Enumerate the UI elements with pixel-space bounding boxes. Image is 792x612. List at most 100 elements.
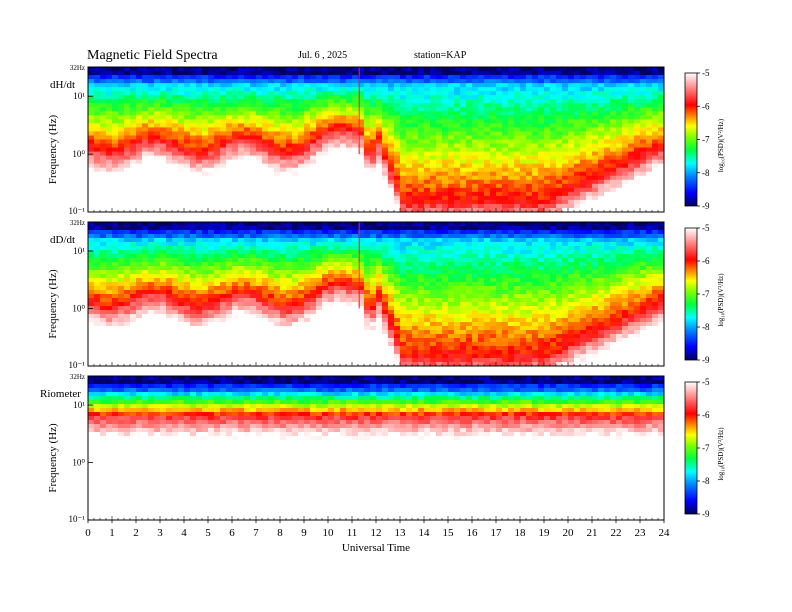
spectrogram-cell [358,111,365,116]
spectrogram-cell [400,155,407,161]
spectrogram-cell [418,83,425,88]
spectrogram-cell [154,79,161,84]
spectrogram-cell [364,151,371,157]
spectrogram-cell [160,238,167,243]
spectrogram-cell [280,346,287,351]
spectrogram-cell [274,95,281,100]
spectrogram-cell [244,159,251,165]
spectrogram-cell [550,143,557,148]
spectrogram-cell [256,171,263,177]
spectrogram-cell [184,95,191,100]
spectrogram-cell [538,179,545,185]
spectrogram-cell [298,111,305,116]
spectrogram-cell [364,159,371,165]
spectrogram-cell [256,187,263,193]
spectrogram-cell [190,147,197,152]
spectrogram-cell [652,203,659,209]
spectrogram-cell [538,203,545,209]
spectrogram-cell [220,298,227,303]
spectrogram-cell [256,326,263,331]
spectrogram-cell [178,322,185,327]
spectrogram-cell [376,103,383,108]
spectrogram-cell [244,183,251,189]
spectrogram-cell [436,99,443,104]
spectrogram-cell [598,103,605,108]
spectrogram-cell [118,83,125,88]
spectrogram-cell [580,191,587,197]
spectrogram-cell [352,199,359,205]
spectrogram-cell [244,262,251,267]
spectrogram-cell [580,167,587,173]
spectrogram-cell [646,103,653,108]
spectrogram-cell [592,115,599,120]
spectrogram-cell [172,187,179,193]
spectrogram-cell [298,83,305,88]
spectrogram-cell [310,103,317,108]
spectrogram-cell [268,103,275,108]
spectrogram-cell [382,147,389,152]
spectrogram-cell [394,99,401,104]
spectrogram-cell [448,79,455,84]
spectrogram-cell [136,87,143,92]
spectrogram-cell [160,199,167,205]
spectrogram-cell [124,258,131,263]
spectrogram-cell [124,234,131,239]
spectrogram-cell [448,83,455,88]
spectrogram-cell [154,270,161,275]
spectrogram-cell [274,314,281,319]
spectrogram-cell [646,151,653,157]
spectrogram-cell [640,195,647,201]
spectrogram-cell [418,131,425,136]
spectrogram-cell [190,250,197,255]
spectrogram-cell [94,250,101,255]
spectrogram-cell [232,226,239,231]
spectrogram-cell [208,147,215,152]
spectrogram-cell [202,238,209,243]
spectrogram-cell [544,71,551,76]
spectrogram-cell [202,67,209,72]
spectrogram-cell [100,282,107,287]
spectrogram-cell [286,334,293,339]
spectrogram-cell [100,334,107,339]
spectrogram-cell [208,314,215,319]
spectrogram-cell [490,191,497,197]
spectrogram-cell [340,155,347,161]
spectrogram-cell [616,155,623,161]
spectrogram-cell [334,203,341,209]
spectrogram-cell [358,167,365,173]
spectrogram-cell [334,191,341,197]
spectrogram-cell [490,131,497,136]
spectrogram-cell [646,79,653,84]
spectrogram-cell [160,99,167,104]
spectrogram-cell [580,67,587,72]
spectrogram-cell [94,314,101,319]
spectrogram-cell [148,354,155,359]
spectrogram-cell [328,75,335,80]
spectrogram-cell [616,159,623,165]
spectrogram-cell [190,314,197,319]
spectrogram-cell [424,179,431,185]
spectrogram-cell [376,87,383,92]
spectrogram-cell [184,75,191,80]
spectrogram-cell [142,286,149,291]
spectrogram-cell [610,207,617,213]
spectrogram-cell [94,167,101,173]
spectrogram-cell [466,175,473,181]
spectrogram-cell [286,350,293,355]
spectrogram-cell [280,187,287,193]
spectrogram-cell [148,175,155,181]
spectrogram-cell [154,354,161,359]
spectrogram-cell [640,203,647,209]
spectrogram-cell [286,155,293,161]
spectrogram-cell [640,155,647,161]
spectrogram-cell [454,163,461,169]
spectrogram-cell [232,79,239,84]
spectrogram-cell [592,95,599,100]
spectrogram-cell [184,302,191,307]
spectrogram-cell [352,111,359,116]
spectrogram-cell [508,159,515,165]
spectrogram-cell [304,107,311,112]
spectrogram-cell [496,99,503,104]
spectrogram-cell [478,91,485,96]
spectrogram-cell [160,346,167,351]
